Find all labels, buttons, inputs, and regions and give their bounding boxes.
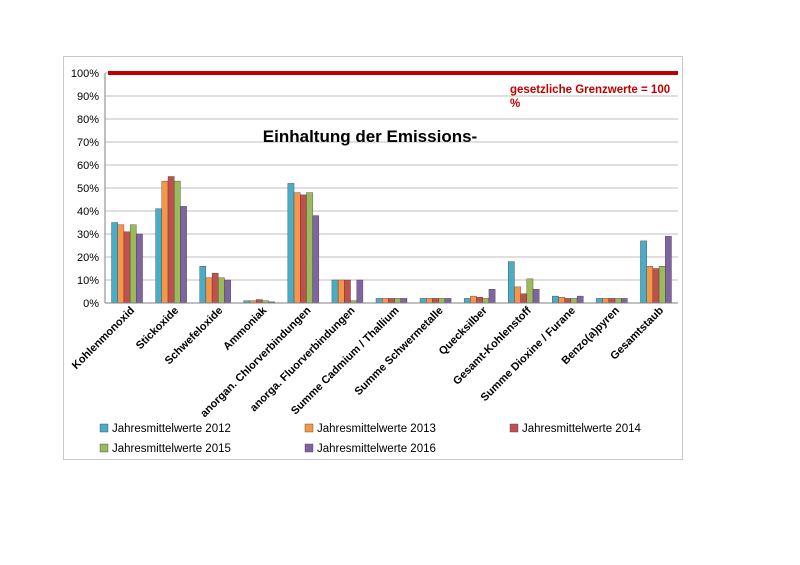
chart-title: Einhaltung der Emissions- — [263, 127, 477, 146]
bars — [111, 176, 672, 304]
x-category-label: Kohlenmonoxid — [70, 305, 137, 372]
bar — [608, 298, 616, 304]
bar — [426, 298, 433, 304]
bar — [224, 279, 231, 304]
bar — [470, 295, 477, 304]
bar — [558, 297, 565, 304]
legend-swatch — [509, 423, 519, 433]
bar — [394, 298, 402, 304]
bar — [620, 298, 628, 304]
bar — [463, 298, 471, 304]
axes — [104, 73, 678, 304]
bar — [312, 215, 320, 304]
x-axis-categories: KohlenmonoxidStickoxideSchwefeloxideAmmo… — [70, 304, 666, 420]
bar — [129, 224, 137, 304]
bar — [337, 279, 345, 304]
y-tick-label: 60% — [77, 160, 99, 172]
bar — [646, 266, 654, 304]
y-tick-label: 50% — [77, 183, 99, 195]
bar — [180, 206, 187, 304]
legend-swatch — [304, 423, 314, 433]
y-tick-label: 30% — [77, 229, 99, 241]
bar — [570, 298, 578, 304]
y-tick-label: 70% — [77, 137, 99, 149]
legend-label: Jahresmittelwerte 2016 — [317, 443, 436, 455]
bar — [614, 298, 622, 304]
bar — [117, 224, 125, 304]
bar — [123, 231, 131, 304]
legend-label: Jahresmittelwerte 2014 — [522, 423, 641, 435]
y-tick-label: 10% — [77, 275, 99, 287]
legend-swatch — [99, 423, 109, 433]
x-category-label: Gesamt-Kohlenstoff — [451, 304, 534, 387]
y-tick-label: 100% — [71, 68, 99, 80]
bar — [136, 233, 143, 304]
legend-label: Jahresmittelwerte 2012 — [112, 423, 231, 435]
bar — [388, 298, 395, 304]
bar — [255, 299, 263, 304]
bar — [520, 293, 528, 304]
bar — [174, 180, 181, 304]
bar — [665, 236, 672, 304]
bar — [218, 277, 225, 304]
reference-line-label: gesetzliche Grenzwerte = 100% — [510, 84, 670, 110]
legend-label: Jahresmittelwerte 2015 — [112, 443, 231, 455]
y-tick-label: 0% — [83, 298, 99, 310]
bar — [211, 272, 219, 304]
bar — [205, 277, 213, 304]
bar — [532, 289, 540, 304]
bar — [331, 279, 339, 304]
bar — [167, 176, 175, 304]
bar — [476, 297, 483, 304]
bar — [400, 298, 408, 304]
bar — [155, 208, 163, 304]
bar — [640, 240, 647, 304]
bar — [293, 192, 301, 304]
bar — [356, 279, 364, 304]
bar — [419, 298, 427, 304]
bar — [514, 286, 521, 304]
bar — [287, 183, 295, 304]
bar — [382, 298, 389, 304]
y-axis-ticks: 0% 10% 20% 30% 40% 50% 60% 70% 80% 90% 100% — [71, 68, 99, 310]
bar — [438, 298, 446, 304]
x-category-label: Summe Schwermetalle — [352, 305, 445, 398]
bar — [552, 295, 559, 304]
bar — [432, 298, 439, 304]
bar — [375, 298, 383, 304]
bar — [111, 222, 118, 304]
legend-swatch — [304, 443, 314, 453]
bar — [199, 266, 207, 304]
y-tick-label: 40% — [77, 206, 99, 218]
y-tick-label: 90% — [77, 91, 99, 103]
bar — [576, 295, 584, 304]
bar — [596, 298, 603, 304]
y-tick-label: 20% — [77, 252, 99, 264]
bar — [300, 194, 307, 304]
bar — [488, 289, 496, 304]
bar — [508, 261, 515, 304]
bar — [161, 180, 169, 304]
bar — [306, 192, 313, 304]
bar — [482, 298, 490, 304]
legend-swatch — [99, 443, 109, 453]
legend: Jahresmittelwerte 2012 Jahresmittelwerte … — [99, 423, 641, 455]
bar — [602, 298, 609, 304]
x-category-label: Stickoxide — [134, 305, 181, 352]
bar — [564, 298, 572, 304]
bar — [344, 279, 351, 304]
bar — [658, 266, 666, 304]
bar — [526, 278, 534, 304]
bar — [652, 268, 660, 304]
y-tick-label: 80% — [77, 114, 99, 126]
grid-lines — [105, 72, 678, 281]
legend-label: Jahresmittelwerte 2013 — [317, 423, 436, 435]
bar — [444, 298, 452, 304]
reference-line-group: gesetzliche Grenzwerte = 100% — [108, 71, 678, 110]
